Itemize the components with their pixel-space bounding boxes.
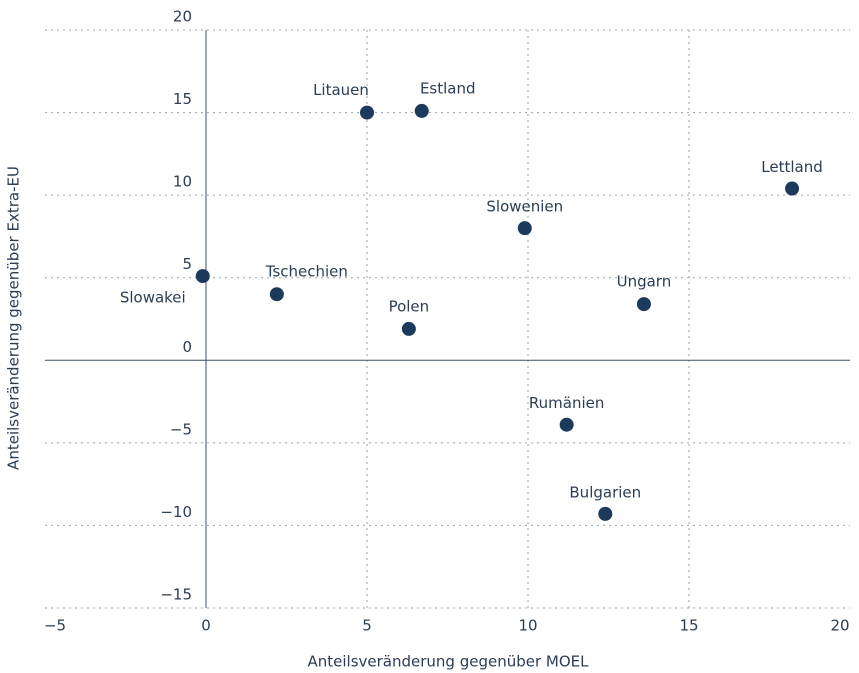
y-tick-label: 15 [173, 90, 192, 108]
y-tick-label: −10 [160, 503, 192, 521]
point-label: Slowenien [486, 198, 563, 216]
x-tick-label: 0 [201, 617, 211, 635]
point [360, 105, 374, 120]
y-tick-label: 20 [173, 8, 192, 26]
y-tick-label: 5 [182, 255, 192, 273]
point-label: Lettland [761, 158, 822, 176]
x-tick-label: 20 [830, 617, 849, 635]
x-tick-label: 10 [518, 617, 537, 635]
point [785, 181, 800, 196]
x-tick-label: 15 [679, 617, 698, 635]
point [269, 287, 284, 302]
x-axis-title: Anteilsveränderung gegenüber MOEL [307, 653, 589, 671]
point [636, 297, 651, 312]
point [517, 221, 532, 236]
point-label: Polen [389, 297, 430, 315]
point-label: Rumänien [529, 394, 604, 412]
y-tick-label: 10 [173, 173, 192, 191]
y-tick-label: 0 [182, 338, 192, 356]
point [401, 321, 416, 336]
y-axis-title: Anteilsveränderung gegenüber Extra-EU [5, 166, 23, 470]
point [195, 269, 210, 284]
point-label: Estland [420, 79, 476, 97]
point-label: Slowakei [120, 289, 186, 307]
point [598, 506, 613, 521]
point-label: Tschechien [265, 263, 348, 281]
point-label: Litauen [313, 81, 369, 99]
x-tick-label: 5 [362, 617, 372, 635]
x-tick-label: −5 [44, 617, 66, 635]
point [414, 103, 429, 118]
point-label: Ungarn [617, 273, 672, 291]
point [559, 417, 574, 432]
y-tick-label: −5 [170, 420, 192, 438]
point-label: Bulgarien [569, 483, 641, 501]
y-tick-label: −15 [160, 586, 192, 604]
